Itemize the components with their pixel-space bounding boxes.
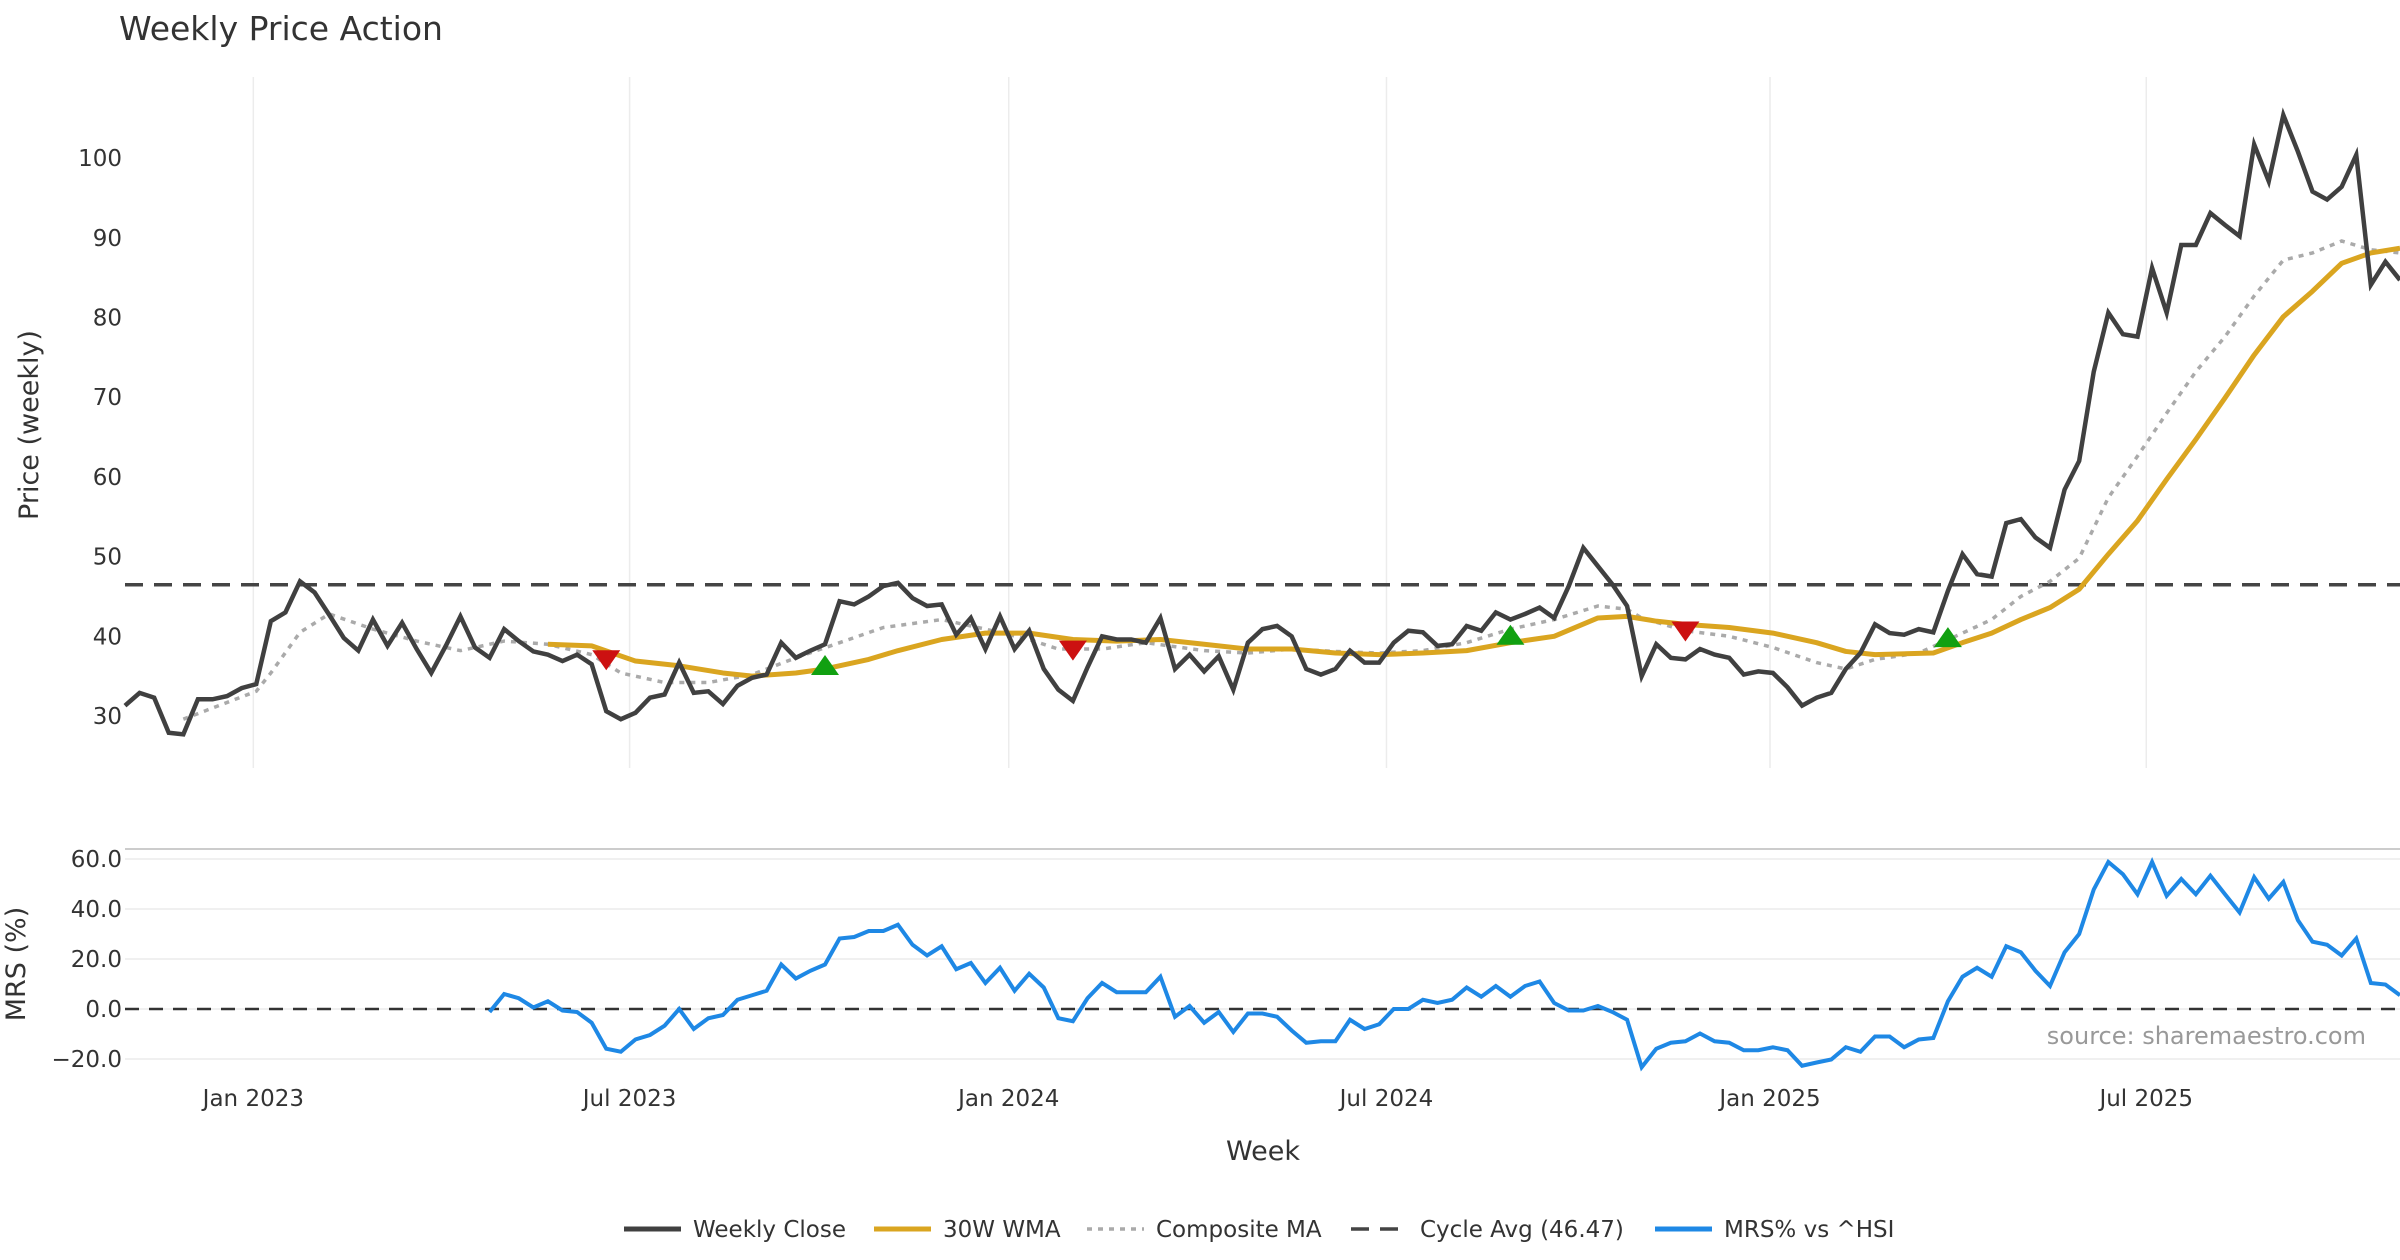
mrs-y-axis-label: MRS (%) xyxy=(1,907,32,1022)
price-y-tick-label: 50 xyxy=(93,545,122,571)
mrs-y-tick-label: −20.0 xyxy=(52,1047,122,1073)
buy-signal-marker xyxy=(811,654,839,675)
price-y-tick-label: 100 xyxy=(78,146,122,172)
mrs-y-tick-label: 40.0 xyxy=(71,897,122,923)
mrs-y-tick-label: 60.0 xyxy=(71,847,122,873)
buy-signal-marker xyxy=(1933,627,1962,648)
x-tick-label: Jan 2024 xyxy=(956,1086,1059,1112)
legend-item: Weekly Close xyxy=(624,1217,846,1243)
price-y-axis-label: Price (weekly) xyxy=(14,330,45,520)
legend-label: Weekly Close xyxy=(693,1217,846,1243)
sell-signal-marker xyxy=(592,650,621,671)
legend-label: Composite MA xyxy=(1156,1217,1322,1243)
wma-30w-line xyxy=(547,245,2400,679)
mrs-y-tick-label: 20.0 xyxy=(71,947,122,973)
price-y-tick-label: 60 xyxy=(93,465,122,491)
sell-signal-marker xyxy=(1671,621,1700,642)
legend: Weekly Close 30W WMA Composite MA Cycle Avg… xyxy=(624,1217,1894,1243)
legend-label: MRS% vs ^HSI xyxy=(1724,1217,1894,1243)
price-y-tick-label: 40 xyxy=(93,624,122,650)
chart-title: Weekly Price Action xyxy=(119,9,443,48)
x-tick-label: Jul 2025 xyxy=(2097,1086,2193,1112)
legend-item: Composite MA xyxy=(1087,1217,1322,1243)
sell-signal-marker xyxy=(1058,640,1087,661)
legend-label: Cycle Avg (46.47) xyxy=(1420,1217,1624,1243)
mrs-y-tick-label: 0.0 xyxy=(85,997,122,1023)
x-tick-label: Jul 2024 xyxy=(1338,1086,1434,1112)
mrs-line xyxy=(488,857,2400,1072)
source-credit: source: sharemaestro.com xyxy=(2047,1022,2366,1050)
price-y-tick-label: 30 xyxy=(93,704,122,730)
x-tick-label: Jan 2025 xyxy=(1717,1086,1820,1112)
legend-item: 30W WMA xyxy=(874,1217,1061,1243)
x-tick-label: Jan 2023 xyxy=(201,1086,304,1112)
price-y-tick-label: 80 xyxy=(93,306,122,332)
weekly-close-line xyxy=(123,107,2400,737)
buy-signal-marker xyxy=(1496,624,1525,645)
price-y-tick-label: 90 xyxy=(93,226,122,252)
legend-item: Cycle Avg (46.47) xyxy=(1351,1217,1624,1243)
legend-label: 30W WMA xyxy=(943,1217,1061,1243)
price-y-tick-label: 70 xyxy=(93,385,122,411)
x-tick-label: Jul 2023 xyxy=(581,1086,677,1112)
x-axis-label: Week xyxy=(1226,1136,1300,1167)
legend-item: MRS% vs ^HSI xyxy=(1655,1217,1894,1243)
